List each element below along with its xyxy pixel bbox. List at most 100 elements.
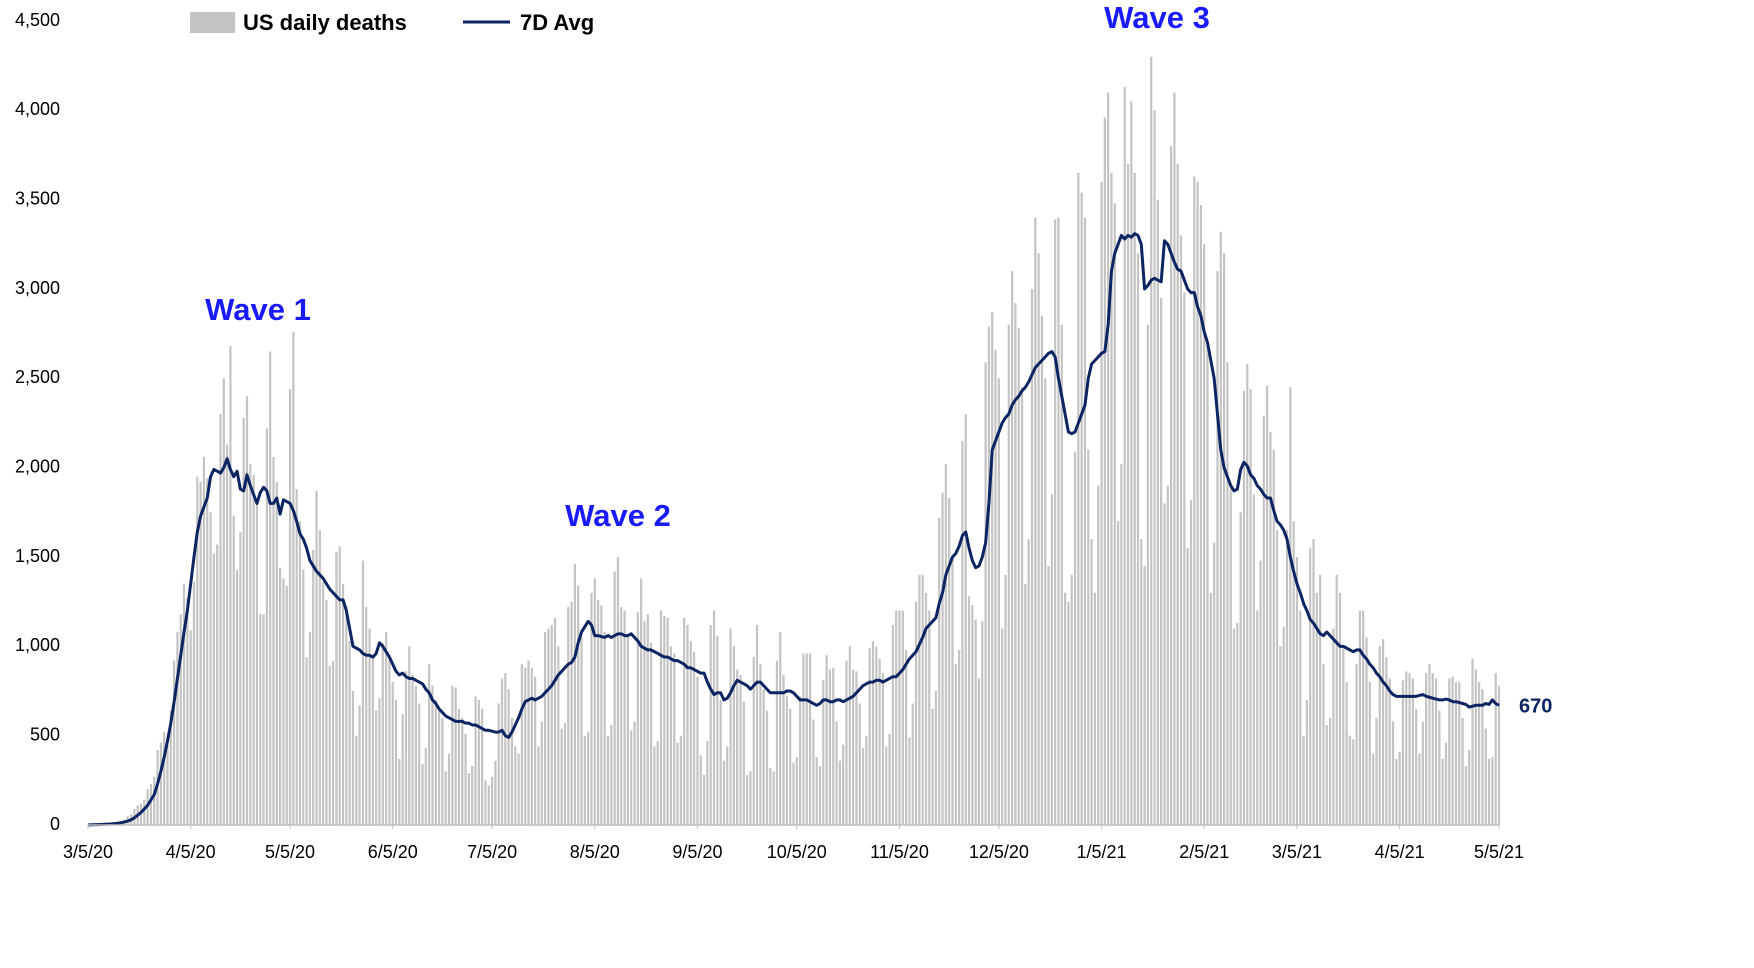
bar — [1030, 289, 1034, 825]
bar — [408, 646, 411, 825]
bar — [613, 571, 616, 825]
bar — [861, 748, 865, 825]
bar — [1421, 721, 1424, 825]
bar — [1395, 758, 1398, 825]
x-tick-label: 6/5/20 — [368, 842, 418, 862]
y-tick-label: 3,500 — [15, 188, 60, 208]
bar — [1441, 758, 1444, 825]
bar — [351, 691, 355, 825]
bar — [1140, 539, 1143, 825]
bar — [143, 799, 146, 825]
bar — [447, 753, 451, 825]
bar — [931, 708, 934, 825]
bar — [812, 719, 815, 825]
bar — [510, 717, 514, 825]
bar — [1229, 485, 1232, 825]
bar — [729, 628, 732, 825]
bar — [1070, 574, 1073, 825]
bar — [928, 610, 931, 825]
bar — [666, 617, 669, 825]
bar — [1401, 680, 1405, 825]
bar — [189, 630, 192, 825]
bar — [875, 646, 878, 825]
bar — [404, 671, 408, 825]
bar — [219, 414, 222, 825]
bar — [620, 607, 623, 825]
bar — [1060, 324, 1063, 825]
bar — [1368, 682, 1371, 825]
bar — [457, 708, 461, 825]
bar — [1266, 385, 1269, 825]
bar — [765, 710, 769, 825]
bar — [547, 628, 550, 825]
bar — [451, 685, 454, 825]
bar — [272, 456, 275, 825]
bar — [1057, 217, 1060, 826]
bar — [1259, 560, 1262, 825]
bar — [749, 771, 752, 825]
bar — [1309, 548, 1312, 825]
bar — [259, 614, 262, 825]
bar — [275, 481, 278, 825]
bar — [391, 682, 394, 825]
bar — [891, 624, 894, 825]
bar — [885, 746, 888, 825]
bar — [1342, 646, 1345, 825]
bar — [683, 617, 686, 825]
y-tick-label: 1,500 — [15, 546, 60, 566]
bar — [1073, 451, 1077, 825]
bar — [739, 674, 742, 825]
bar — [305, 657, 308, 825]
bar — [1203, 244, 1206, 826]
bar — [1461, 717, 1464, 825]
bar — [583, 735, 586, 825]
y-tick-label: 2,500 — [15, 367, 60, 387]
bar — [1080, 192, 1083, 825]
bar — [1471, 658, 1474, 825]
bar — [1289, 387, 1292, 825]
bar — [438, 708, 441, 825]
bar — [746, 774, 749, 825]
bar — [772, 771, 775, 825]
bar — [1282, 626, 1285, 825]
bar — [848, 646, 851, 825]
bar — [577, 585, 580, 825]
bar — [1295, 557, 1299, 825]
bar — [318, 530, 321, 825]
bar — [1398, 751, 1401, 825]
bar — [1044, 378, 1047, 825]
bar — [375, 710, 378, 825]
bar — [1219, 231, 1222, 825]
bar — [1438, 710, 1441, 825]
bar — [1487, 758, 1491, 825]
bar — [269, 351, 272, 825]
bar — [1100, 181, 1103, 826]
bar — [1093, 592, 1097, 825]
bar — [1365, 637, 1368, 825]
bar — [1272, 449, 1275, 825]
x-tick-label: 10/5/20 — [767, 842, 827, 862]
bar — [371, 657, 374, 825]
bar — [202, 456, 206, 825]
bar — [1381, 639, 1385, 825]
bar — [1474, 669, 1477, 825]
bar — [818, 766, 822, 825]
bar — [1444, 742, 1448, 825]
bar — [785, 696, 788, 825]
bar — [1239, 512, 1242, 825]
bar — [944, 464, 947, 825]
bar — [1375, 717, 1378, 825]
bar — [606, 735, 610, 825]
bar — [898, 610, 901, 825]
bar — [742, 701, 745, 825]
bar — [358, 705, 361, 825]
bar — [1378, 646, 1381, 825]
bar — [332, 660, 335, 825]
bar — [712, 610, 716, 825]
legend-label: 7D Avg — [520, 10, 594, 35]
bar — [1434, 678, 1438, 825]
bar — [262, 614, 265, 825]
bar — [653, 746, 656, 825]
bar — [414, 685, 418, 825]
bar — [298, 521, 302, 825]
